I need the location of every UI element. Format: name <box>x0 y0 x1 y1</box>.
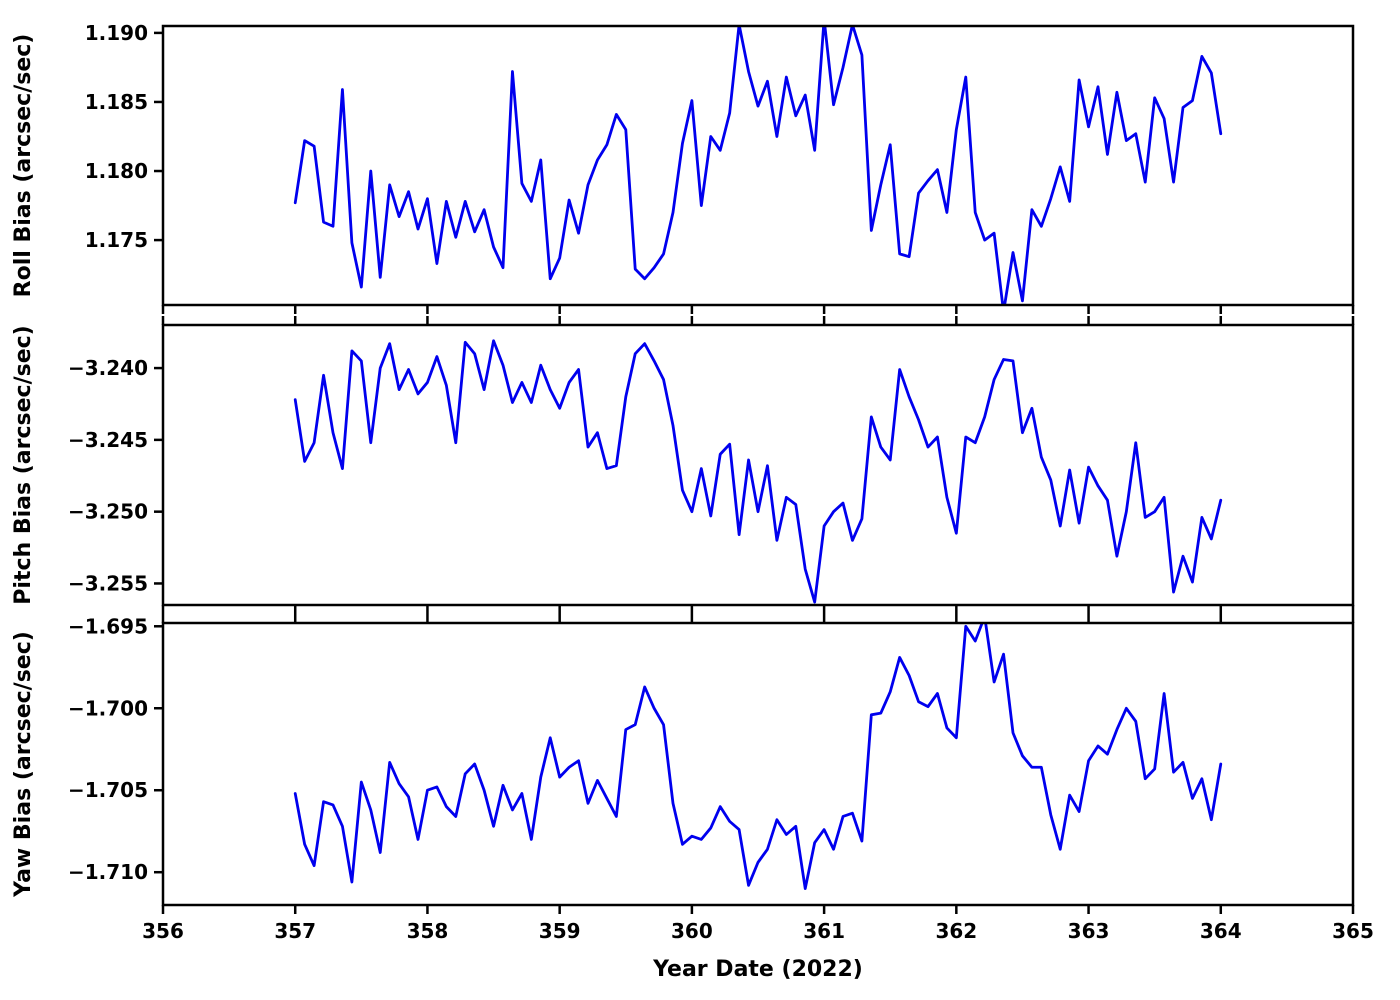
yaw-axis-label: Yaw Bias (arcsec/sec) <box>11 631 36 898</box>
y-tick-label: 1.175 <box>85 228 148 252</box>
x-tick-label: 358 <box>407 919 449 943</box>
y-tick-label: −1.710 <box>68 860 148 884</box>
x-tick-label: 361 <box>803 919 845 943</box>
y-tick-label: −3.245 <box>68 428 148 452</box>
y-tick-label: 1.180 <box>85 159 148 183</box>
pitch-axis-label: Pitch Bias (arcsec/sec) <box>11 325 36 604</box>
x-tick-label: 363 <box>1068 919 1110 943</box>
x-tick-label: 356 <box>142 919 184 943</box>
axes-spines <box>161 24 1355 307</box>
x-tick-label: 364 <box>1200 919 1242 943</box>
y-tick-label: −1.700 <box>68 696 148 720</box>
axes-spines <box>161 621 1355 907</box>
x-axis-label: Year Date (2022) <box>652 957 863 982</box>
yaw-line <box>293 623 1223 890</box>
panel-roll: 1.175 1.180 1.185 1.190 Roll Bias (arcsec/se… <box>11 21 1355 314</box>
x-tick-label: 357 <box>274 919 316 943</box>
y-tick-label: −1.705 <box>68 778 148 802</box>
y-tick-label: −3.240 <box>68 356 148 380</box>
axes-spines <box>161 323 1355 607</box>
x-tick-label: 360 <box>671 919 713 943</box>
panel-pitch: −3.255 −3.250 −3.245 −3.240 Pitch Bias (arcs… <box>11 316 1355 614</box>
y-tick-label: −1.695 <box>68 614 148 638</box>
panel-yaw: −1.710 −1.705 −1.700 −1.695 Yaw Bias (arcsec… <box>11 614 1374 982</box>
x-tick-label: 362 <box>935 919 977 943</box>
pitch-line <box>293 339 1223 604</box>
x-tick-label: 359 <box>539 919 581 943</box>
roll-axis-label: Roll Bias (arcsec/sec) <box>11 34 36 298</box>
y-tick-label: −3.250 <box>68 500 148 524</box>
y-tick-label: 1.190 <box>85 21 148 45</box>
y-tick-label: 1.185 <box>85 90 148 114</box>
x-tick-label: 365 <box>1332 919 1374 943</box>
roll-line <box>293 26 1223 305</box>
y-tick-label: −3.255 <box>68 571 148 595</box>
